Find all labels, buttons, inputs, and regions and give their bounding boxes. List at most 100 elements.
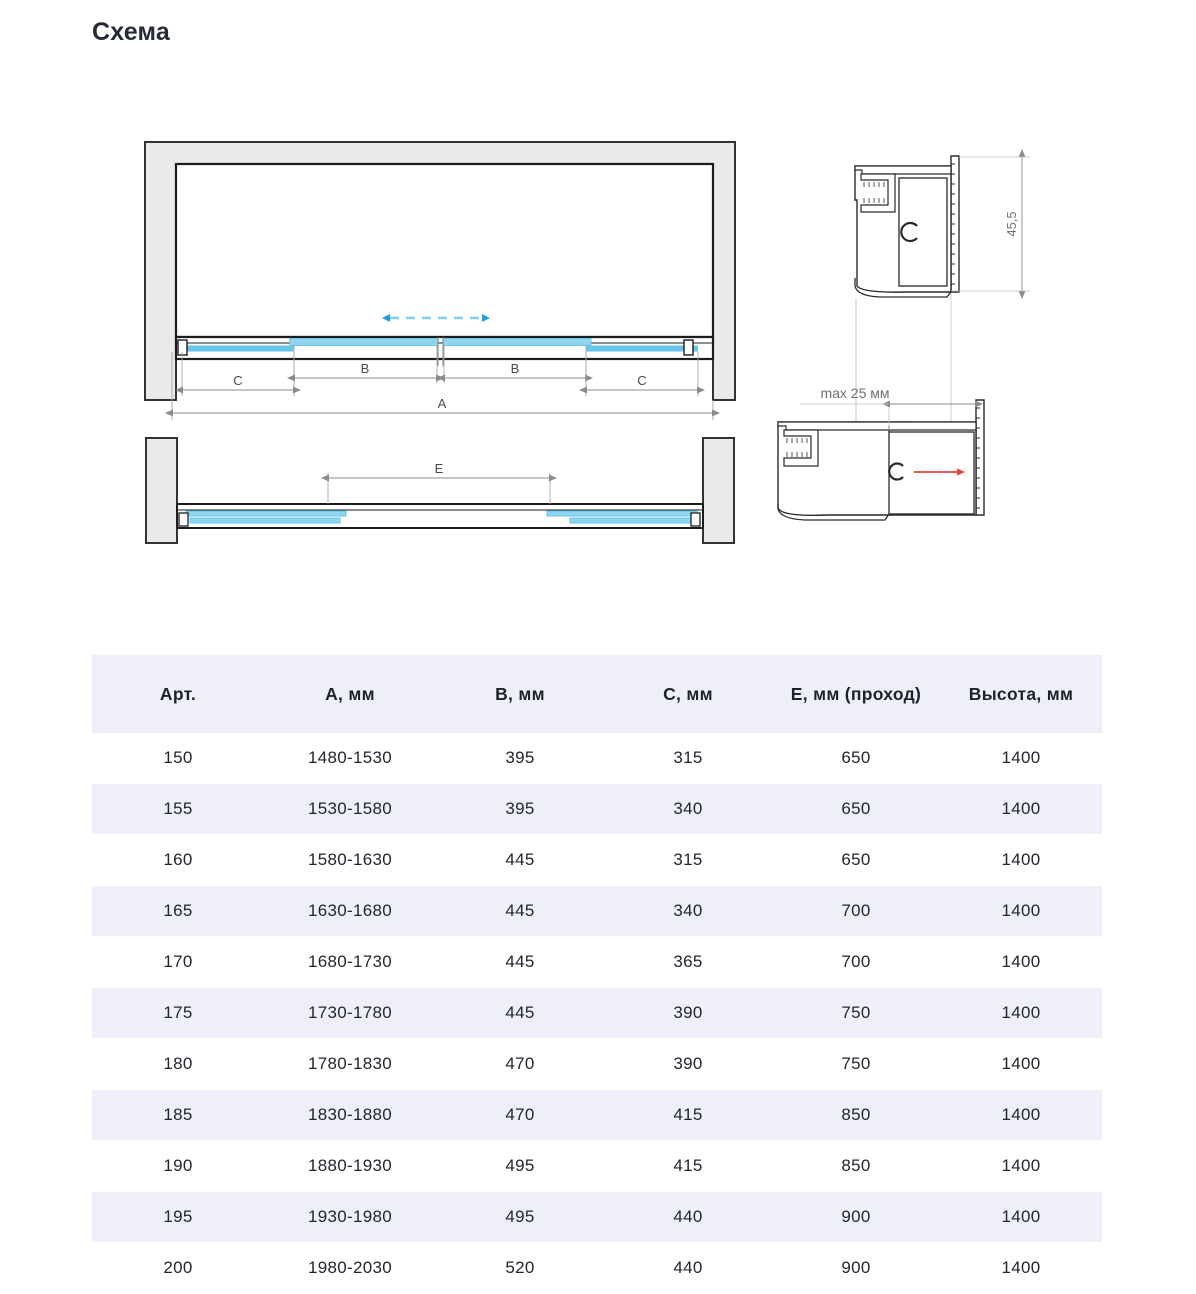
profile-wall-serration: [951, 163, 955, 285]
glass-panel-slider-left: [289, 338, 439, 346]
table-row: 190 1880-1930 495 415 850 1400: [92, 1140, 1102, 1192]
schematic-svg: C B B C A: [144, 141, 1030, 544]
plan-section-view: E: [145, 437, 735, 544]
specification-table-wrapper: Арт. A, мм B, мм C, мм E, мм (проход) Вы…: [92, 655, 1102, 1294]
cell-height: 1400: [940, 936, 1102, 988]
wall-profile-right: [683, 339, 694, 356]
cell-e: 750: [772, 1038, 940, 1090]
dimension-c-right: C: [579, 352, 705, 396]
table-row: 160 1580-1630 445 315 650 1400: [92, 834, 1102, 886]
cell-art: 160: [92, 834, 264, 886]
adjust-channel-knurl-bottom: [786, 452, 808, 457]
profile-bottom-skirt: [854, 278, 952, 298]
plan-wall-right: [702, 437, 735, 544]
cell-c: 440: [604, 1242, 772, 1294]
cell-e: 850: [772, 1140, 940, 1192]
adjust-sliding-chamber: [888, 431, 975, 515]
column-header-a: A, мм: [325, 683, 375, 704]
cell-height: 1400: [940, 733, 1102, 784]
glass-panel-fixed-left: [182, 345, 294, 352]
plan-glass-outer-left: [185, 510, 347, 517]
cell-e: 700: [772, 885, 940, 937]
cell-b: 445: [436, 834, 604, 886]
adjust-top-flange: [777, 421, 977, 431]
table-row: 165 1630-1680 445 340 700 1400: [92, 885, 1102, 937]
cell-b: 445: [436, 885, 604, 937]
cell-art: 185: [92, 1089, 264, 1141]
profile-cross-section-top: 45,5 42: [849, 149, 1030, 440]
plan-wall-left: [145, 437, 178, 544]
cell-e: 650: [772, 783, 940, 835]
table-row: 200 1980-2030 520 440 900 1400: [92, 1242, 1102, 1294]
cell-a: 1680-1730: [264, 936, 436, 988]
cell-c: 365: [604, 936, 772, 988]
enclosure-glass-area: [174, 162, 715, 339]
dimension-max-25: max 25 мм: [800, 385, 983, 430]
column-header-e: E, мм (проход): [790, 683, 922, 704]
profile-channel-knurl-top: [863, 182, 885, 187]
adjust-left-channel: [783, 429, 819, 467]
cell-height: 1400: [940, 987, 1102, 1039]
cell-b: 395: [436, 733, 604, 784]
specification-table: Арт. A, мм B, мм C, мм E, мм (проход) Вы…: [92, 655, 1102, 1294]
adjust-bottom-skirt: [777, 504, 890, 521]
cell-a: 1730-1780: [264, 987, 436, 1039]
cell-c: 340: [604, 783, 772, 835]
front-elevation-view: C B B C A: [144, 141, 736, 420]
cell-c: 440: [604, 1191, 772, 1243]
adjust-c-mark: [888, 462, 904, 481]
cell-height: 1400: [940, 1038, 1102, 1090]
dimension-label-profile-height: 45,5: [1004, 211, 1019, 236]
table-row: 150 1480-1530 395 315 650 1400: [92, 733, 1102, 784]
cell-c: 415: [604, 1140, 772, 1192]
table-row: 185 1830-1880 470 415 850 1400: [92, 1089, 1102, 1141]
adjust-wall-serration: [976, 407, 980, 509]
profile-c-mark: [900, 221, 918, 243]
dimension-label-c-right: C: [637, 373, 646, 388]
table-row: 180 1780-1830 470 390 750 1400: [92, 1038, 1102, 1090]
plan-bracket-right: [690, 512, 701, 527]
cell-art: 175: [92, 987, 264, 1039]
glass-panel-slider-right: [442, 338, 592, 346]
dimension-a-overall: A: [165, 352, 720, 420]
cell-e: 750: [772, 987, 940, 1039]
cell-a: 1880-1930: [264, 1140, 436, 1192]
cell-e: 900: [772, 1242, 940, 1294]
cell-b: 470: [436, 1038, 604, 1090]
cell-c: 340: [604, 885, 772, 937]
dimension-label-a: A: [438, 396, 447, 411]
dimension-label-b-right: B: [511, 361, 520, 376]
column-header-c: C, мм: [663, 683, 713, 704]
cell-height: 1400: [940, 1242, 1102, 1294]
cell-b: 520: [436, 1242, 604, 1294]
cell-height: 1400: [940, 834, 1102, 886]
cell-art: 195: [92, 1191, 264, 1243]
cell-b: 470: [436, 1089, 604, 1141]
dimension-profile-height: 45,5: [951, 149, 1030, 299]
cell-a: 1630-1680: [264, 885, 436, 937]
cell-height: 1400: [940, 1140, 1102, 1192]
cell-art: 180: [92, 1038, 264, 1090]
cell-a: 1530-1580: [264, 783, 436, 835]
cell-c: 315: [604, 733, 772, 784]
cell-b: 495: [436, 1140, 604, 1192]
cell-art: 150: [92, 733, 264, 784]
plan-bracket-left: [178, 512, 189, 527]
table-body: 150 1480-1530 395 315 650 1400 155 1530-…: [92, 733, 1102, 1294]
column-header-art: Арт.: [159, 683, 197, 704]
cell-e: 900: [772, 1191, 940, 1243]
cell-art: 155: [92, 783, 264, 835]
table-row: 195 1930-1980 495 440 900 1400: [92, 1191, 1102, 1243]
cell-height: 1400: [940, 1191, 1102, 1243]
cell-b: 495: [436, 1191, 604, 1243]
profile-top-flange: [854, 165, 952, 175]
cell-c: 390: [604, 987, 772, 1039]
cell-a: 1980-2030: [264, 1242, 436, 1294]
plan-glass-outer-right: [546, 510, 698, 517]
cell-art: 190: [92, 1140, 264, 1192]
cell-e: 850: [772, 1089, 940, 1141]
cell-b: 395: [436, 783, 604, 835]
cell-height: 1400: [940, 783, 1102, 835]
table-row: 170 1680-1730 445 365 700 1400: [92, 936, 1102, 988]
table-row: 175 1730-1780 445 390 750 1400: [92, 987, 1102, 1039]
